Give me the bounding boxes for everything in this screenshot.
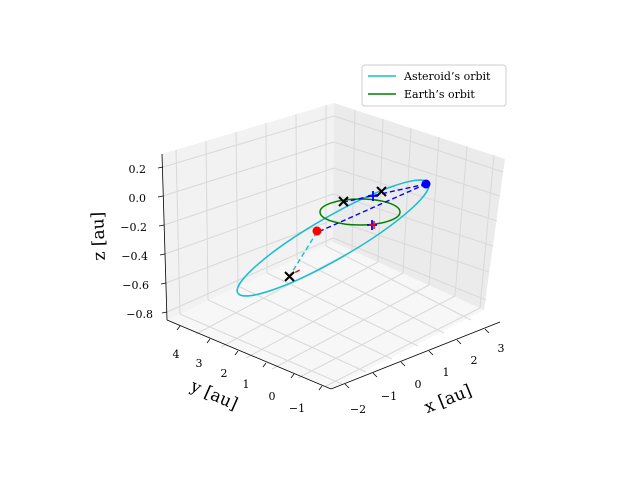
x-tick-label: 1 xyxy=(443,366,450,379)
z-tick-label: 0.2 xyxy=(129,163,147,176)
back-left-pane xyxy=(162,103,334,320)
legend-earth-label: Earth’s orbit xyxy=(404,88,475,101)
x-tick-label: −2 xyxy=(350,403,366,416)
z-axis-label: z [au] xyxy=(88,211,110,260)
y-tick-label: 3 xyxy=(196,357,203,370)
z-tick-label: −0.6 xyxy=(122,279,149,292)
x-axis-label: x [au] xyxy=(422,381,475,418)
blue-dashed-line xyxy=(343,183,427,203)
y-axis-line xyxy=(166,319,332,390)
black-cross-marker xyxy=(338,196,349,207)
back-right-pane xyxy=(333,103,505,310)
blue-plus-marker xyxy=(368,191,378,201)
red-position-dot xyxy=(312,226,322,236)
z-tick-labels: 0.2 0.0 −0.2 −0.4 −0.6 −0.8 xyxy=(120,163,153,321)
legend: Asteroid’s orbit Earth’s orbit xyxy=(361,64,507,107)
x-tick-labels: −2 −1 0 1 2 3 xyxy=(350,342,505,416)
z-axis-line xyxy=(161,153,168,321)
legend-asteroid-label: Asteroid’s orbit xyxy=(403,70,491,83)
markers xyxy=(284,179,431,282)
z-tick-label: −0.8 xyxy=(126,308,153,321)
x-tick-label: −1 xyxy=(381,390,397,403)
axis-edges xyxy=(161,153,501,390)
legend-box xyxy=(361,64,507,107)
x-tick-label: 2 xyxy=(471,354,478,367)
y-tick-label: 0 xyxy=(269,390,276,403)
y-tick-labels: −1 0 1 2 3 4 xyxy=(173,348,306,415)
blue-dashed-line xyxy=(317,183,427,233)
grid-lines xyxy=(162,105,504,387)
black-cross-marker xyxy=(376,186,387,197)
y-tick-label: −1 xyxy=(289,402,305,415)
y-tick-label: 4 xyxy=(173,348,180,361)
z-tick-label: −0.2 xyxy=(120,221,147,234)
y-tick-label: 2 xyxy=(221,367,228,380)
x-axis-line xyxy=(330,321,501,390)
axis-ticks xyxy=(157,166,490,391)
z-tick-label: 0.0 xyxy=(129,192,147,205)
red-plus-marker xyxy=(369,221,375,229)
blue-position-dot xyxy=(421,179,431,189)
x-tick-label: 3 xyxy=(498,342,505,355)
y-axis-label: y [au] xyxy=(187,376,241,415)
y-tick-label: 1 xyxy=(243,378,250,391)
cyan-dashed-line xyxy=(288,231,318,278)
black-cross-marker xyxy=(284,271,295,282)
x-tick-label: 0 xyxy=(415,378,422,391)
z-tick-label: −0.4 xyxy=(121,250,148,263)
